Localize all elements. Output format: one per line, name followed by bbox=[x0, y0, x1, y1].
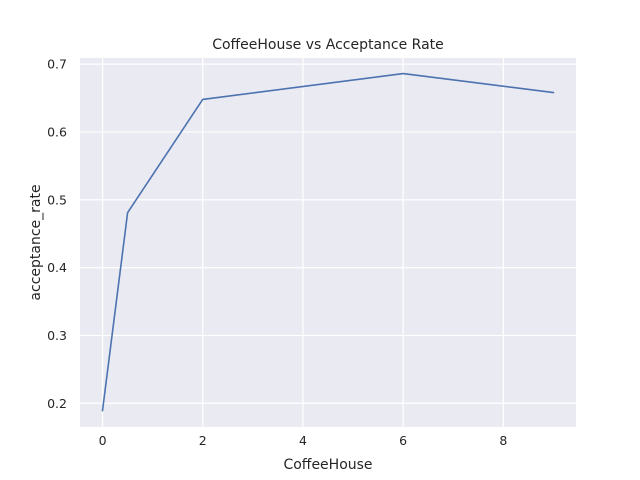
x-tick-label: 4 bbox=[299, 433, 307, 448]
y-tick-label: 0.3 bbox=[47, 328, 67, 343]
y-tick-label: 0.7 bbox=[47, 57, 67, 72]
y-gridlines bbox=[80, 63, 576, 404]
x-tick-labels: 0 2 4 6 8 bbox=[99, 433, 508, 448]
x-axis-label: CoffeeHouse bbox=[283, 457, 372, 473]
y-tick-label: 0.2 bbox=[47, 396, 67, 411]
x-tick-label: 0 bbox=[99, 433, 107, 448]
x-gridlines bbox=[101, 58, 504, 427]
x-tick-label: 8 bbox=[499, 433, 507, 448]
y-axis-label: acceptance_rate bbox=[28, 184, 44, 300]
y-tick-label: 0.5 bbox=[47, 192, 67, 207]
x-tick-label: 6 bbox=[399, 433, 407, 448]
y-tick-label: 0.6 bbox=[47, 124, 67, 139]
series-layer bbox=[101, 72, 555, 412]
chart-title: CoffeeHouse vs Acceptance Rate bbox=[212, 37, 444, 53]
series-line bbox=[101, 72, 555, 412]
y-tick-labels: 0.2 0.3 0.4 0.5 0.6 0.7 bbox=[47, 57, 67, 411]
x-tick-label: 2 bbox=[199, 433, 207, 448]
y-tick-label: 0.4 bbox=[47, 260, 67, 275]
plot-background bbox=[80, 58, 576, 427]
